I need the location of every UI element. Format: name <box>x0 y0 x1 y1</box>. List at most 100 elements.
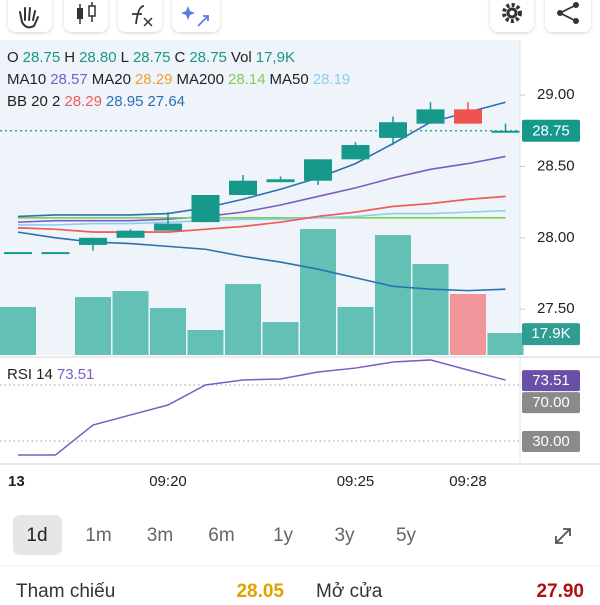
range-tab[interactable]: 1m <box>85 525 111 546</box>
rsi-line <box>18 359 506 456</box>
candle-body <box>191 195 220 223</box>
candle-body <box>416 109 445 124</box>
toolbar <box>8 0 591 32</box>
legend-row: MA10 28.57 MA20 28.29 MA200 28.14 MA50 28.19 <box>7 71 350 88</box>
bb-value: 28.95 <box>106 93 144 110</box>
x-tick-label: 09:25 <box>337 473 375 490</box>
indicator-button[interactable] <box>118 0 162 32</box>
rsi-value: 73.51 <box>57 366 95 383</box>
ohlc-label: L <box>121 49 129 66</box>
volume-bar <box>0 306 36 355</box>
volume-bar <box>375 235 411 355</box>
candle-body <box>341 145 370 160</box>
candle-body <box>266 179 295 183</box>
ma-value: 28.19 <box>313 71 351 88</box>
volume-bar <box>75 297 111 355</box>
volume-bar <box>150 307 186 355</box>
summary-label: Tham chiếu <box>16 581 115 600</box>
x-tick-label: 09:20 <box>149 473 187 490</box>
volume-box <box>522 323 580 346</box>
volume-value: 17,9K <box>256 49 295 66</box>
rsi-axis-label: 30.00 <box>532 433 570 450</box>
share-button[interactable] <box>545 0 591 32</box>
volume-bar <box>300 229 336 355</box>
ohlc-value: 28.75 <box>133 49 171 66</box>
candle-body <box>304 159 332 181</box>
selected-range-background <box>13 515 62 555</box>
ma-name: MA50 <box>270 71 309 88</box>
candle-body <box>116 230 145 238</box>
plot: 29.00 28.50 28.00 27.50 28.75 17.9K 73.51 70.00… <box>0 86 580 490</box>
ma-value: 28.57 <box>50 71 88 88</box>
x-tick-label: 13 <box>8 473 25 490</box>
ma-line <box>17 155 506 223</box>
ma-name: MA200 <box>176 71 224 88</box>
y-tick-label: 28.00 <box>537 229 575 246</box>
rsi-value-box <box>522 431 580 452</box>
ohlc-label: O <box>7 49 19 66</box>
ohlc-value: 28.75 <box>189 49 227 66</box>
volume-bar <box>112 291 149 355</box>
ma-line <box>18 209 506 226</box>
range-tab[interactable]: 1d <box>26 525 47 546</box>
summary-value: 28.05 <box>236 581 284 600</box>
volume-bar <box>450 293 486 355</box>
rsi-axis-label: 70.00 <box>532 394 570 411</box>
candle-body <box>379 122 407 138</box>
ma-value: 28.14 <box>228 71 266 88</box>
volume-bar <box>412 263 449 355</box>
last-price-label: 28.75 <box>532 123 570 140</box>
rsi-value-box <box>522 392 580 414</box>
bb-line <box>17 101 506 218</box>
hand-tool-button[interactable] <box>8 0 52 32</box>
volume-bar <box>187 330 224 355</box>
x-tick-label: 09:28 <box>449 473 487 490</box>
legend-row: RSI 14 73.51 <box>7 366 94 383</box>
candle-body <box>41 252 70 255</box>
range-tab[interactable]: 5y <box>396 525 417 546</box>
legend-row: BB 20 2 28.29 28.95 27.64 <box>7 93 185 110</box>
range-tab[interactable]: 1y <box>273 525 294 546</box>
candle-body <box>79 237 107 245</box>
ma-name: MA20 <box>92 71 131 88</box>
fullscreen-button[interactable] <box>555 528 571 544</box>
summary-value: 27.90 <box>536 581 584 600</box>
range-tab[interactable]: 3y <box>334 525 355 546</box>
candle-body <box>454 109 482 124</box>
rsi-label: RSI 14 <box>7 366 53 383</box>
bb-value: 28.29 <box>64 93 102 110</box>
ohlc-label: H <box>64 49 75 66</box>
summary-label: Mở cửa <box>316 581 383 600</box>
bb-label: BB 20 2 <box>7 93 60 110</box>
range-tab[interactable]: 3m <box>147 525 173 546</box>
summary-row: Tham chiếu 28.05 Mở cửa 27.90 <box>16 581 584 602</box>
volume-label: Vol <box>231 49 252 66</box>
rsi-axis-label: 73.51 <box>532 372 570 389</box>
last-price-box <box>522 119 580 142</box>
volume-bar <box>337 306 374 355</box>
bb-value: 27.64 <box>147 93 185 110</box>
candle-body <box>229 180 257 195</box>
bb-line <box>17 195 506 233</box>
range-tabs: 1d 1m 3m 6m 1y 3y 5y <box>26 525 416 546</box>
ohlc-label: C <box>175 49 186 66</box>
y-tick-label: 28.50 <box>537 157 575 174</box>
volume-axis-label: 17.9K <box>531 325 570 342</box>
ma-value: 28.29 <box>135 71 173 88</box>
y-tick-label: 29.00 <box>537 86 575 103</box>
rsi-value-box <box>522 370 580 392</box>
candle-body <box>154 223 182 231</box>
volume-bar <box>225 284 261 355</box>
ai-button[interactable] <box>172 0 220 32</box>
y-tick-label: 27.50 <box>537 300 575 317</box>
volume-bar <box>262 322 299 355</box>
ohlc-value: 28.75 <box>23 49 61 66</box>
candle-body <box>491 130 520 133</box>
candle-type-button[interactable] <box>64 0 108 32</box>
range-tab[interactable]: 6m <box>208 525 234 546</box>
settings-button[interactable] <box>490 0 534 32</box>
candle-body <box>4 252 32 255</box>
